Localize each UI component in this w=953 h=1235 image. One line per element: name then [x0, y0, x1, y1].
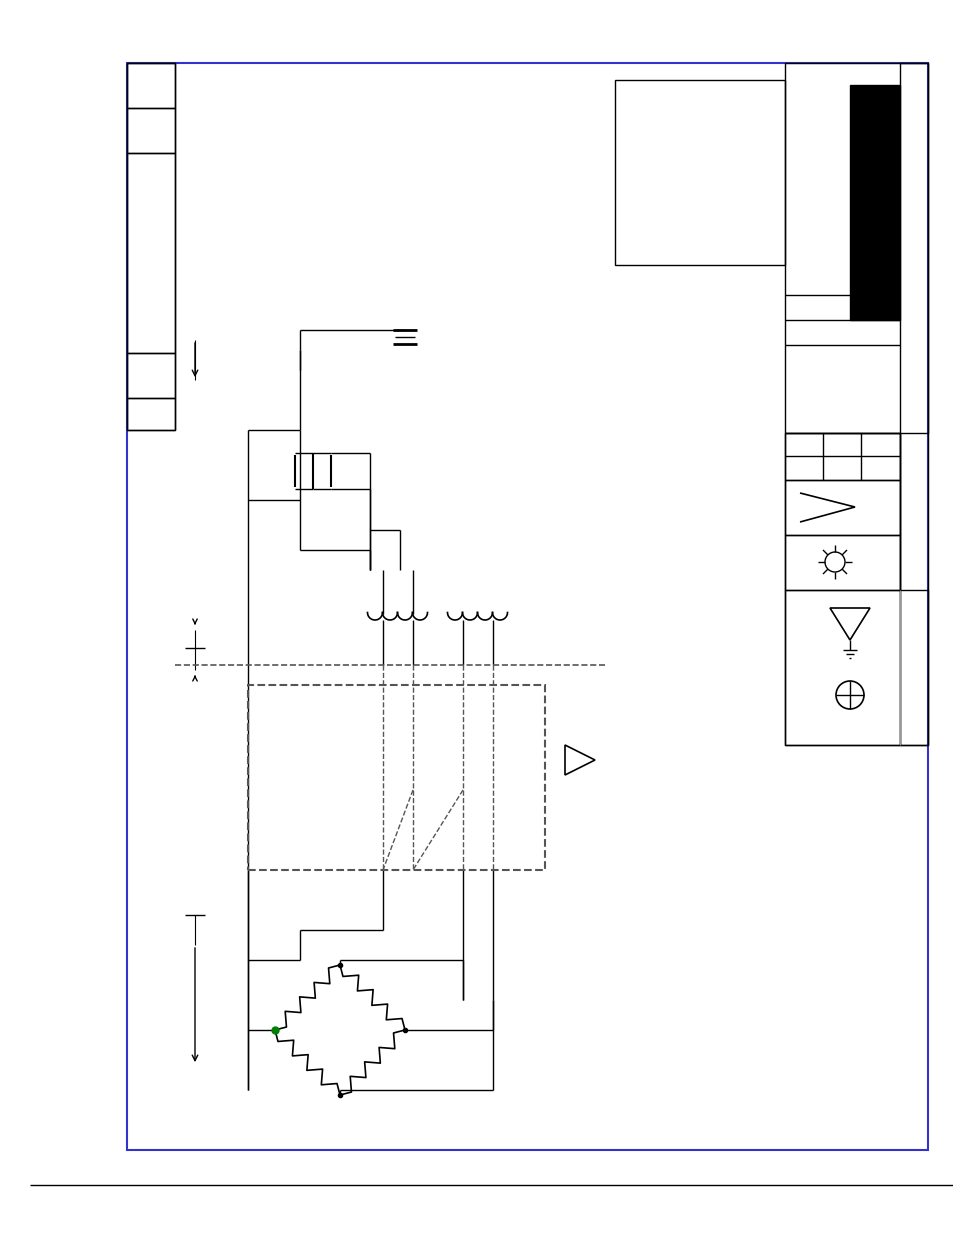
Bar — [248, 685, 544, 869]
Bar — [127, 398, 174, 430]
Bar — [615, 80, 784, 266]
Bar — [784, 535, 899, 590]
Bar — [127, 153, 174, 353]
Bar — [127, 63, 174, 107]
Bar — [899, 63, 927, 745]
Bar — [849, 85, 899, 320]
Bar — [127, 107, 174, 153]
Bar — [784, 433, 899, 480]
Bar — [784, 480, 899, 535]
Bar — [784, 63, 927, 433]
Bar — [127, 63, 927, 1150]
Bar — [784, 590, 927, 745]
Bar — [127, 353, 174, 398]
Bar — [784, 433, 899, 745]
Bar — [127, 63, 174, 430]
